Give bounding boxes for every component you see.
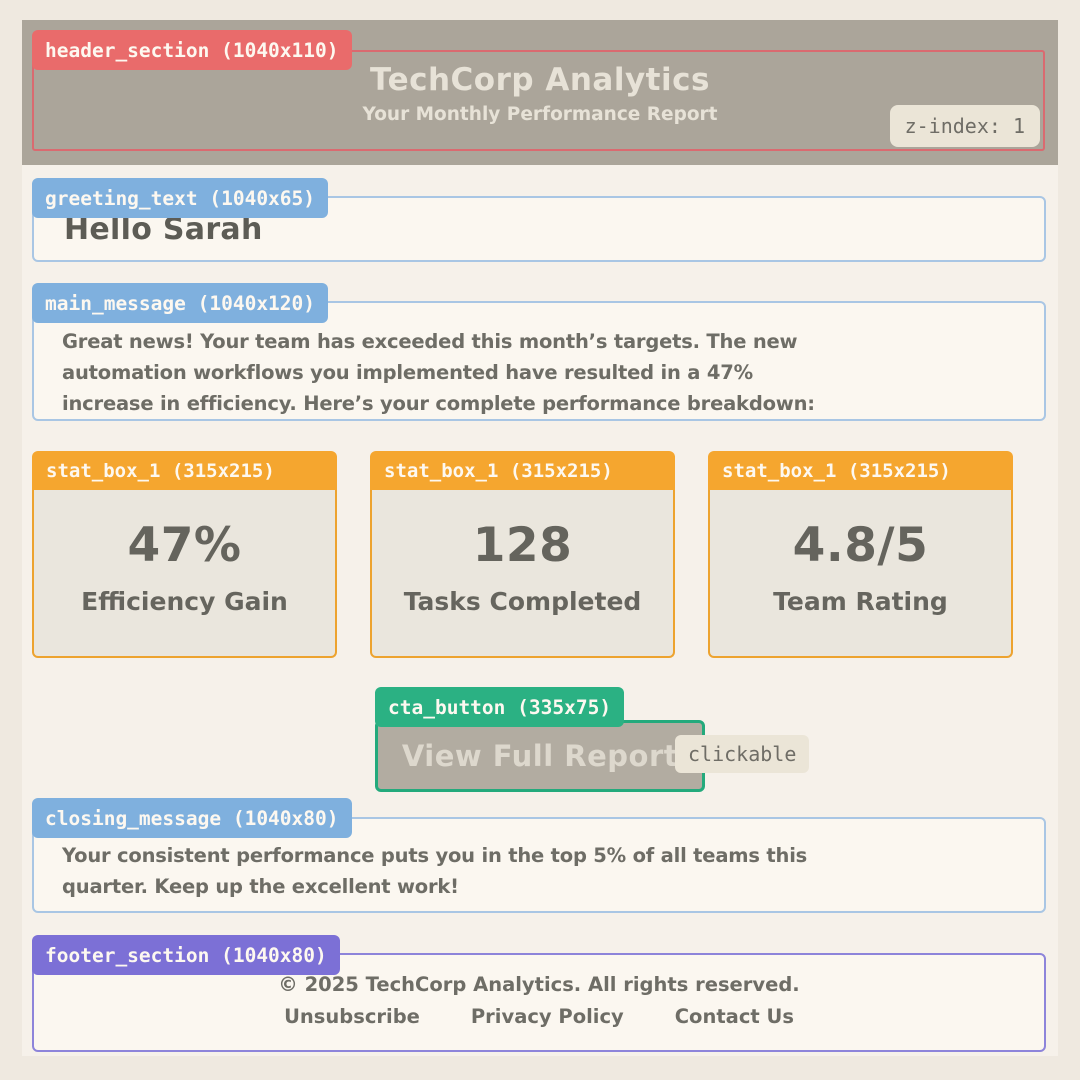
header-titles: TechCorp Analytics Your Monthly Performa… — [22, 62, 1058, 125]
stat-annotation-label: stat_box_1 (315x215) — [708, 451, 1013, 490]
footer-copyright: © 2025 TechCorp Analytics. All rights re… — [278, 973, 800, 996]
header-annotation-outline — [32, 50, 1045, 151]
stat-card-body: 128 Tasks Completed — [370, 490, 675, 658]
stat-card-rating: stat_box_1 (315x215) 4.8/5 Team Rating — [708, 451, 1013, 658]
z-index-badge: z-index: 1 — [889, 105, 1040, 147]
footer-links: Unsubscribe Privacy Policy Contact Us — [34, 1005, 1044, 1028]
stat-card-body: 47% Efficiency Gain — [32, 490, 337, 658]
greeting-annotation-label: greeting_text (1040x65) — [32, 178, 329, 218]
header-section: header_section (1040x110) TechCorp Analy… — [22, 20, 1058, 165]
stat-card-efficiency: stat_box_1 (315x215) 47% Efficiency Gain — [32, 451, 337, 658]
clickable-badge: clickable — [675, 735, 810, 773]
footer-link-unsubscribe[interactable]: Unsubscribe — [284, 1005, 420, 1028]
stat-card-body: 4.8/5 Team Rating — [708, 490, 1013, 658]
footer-annotation-label: footer_section (1040x80) — [32, 935, 340, 975]
stat-card-tasks: stat_box_1 (315x215) 128 Tasks Completed — [370, 451, 675, 658]
cta-button[interactable]: View Full Report — [375, 720, 705, 792]
app-subtitle: Your Monthly Performance Report — [362, 104, 718, 125]
stat-annotation-label: stat_box_1 (315x215) — [370, 451, 675, 490]
email-template-panel: header_section (1040x110) TechCorp Analy… — [22, 20, 1058, 1056]
footer-link-privacy-policy[interactable]: Privacy Policy — [470, 1005, 624, 1028]
stat-value: 4.8/5 — [792, 518, 929, 573]
closing-annotation-label: closing_message (1040x80) — [32, 798, 352, 838]
main-message-line: automation workflows you implemented hav… — [62, 361, 753, 384]
closing-message-line: Your consistent performance puts you in … — [62, 844, 808, 867]
stat-value: 128 — [472, 518, 573, 573]
main-message-annotation-label: main_message (1040x120) — [32, 283, 329, 323]
stat-label: Tasks Completed — [403, 587, 642, 616]
stat-annotation-label: stat_box_1 (315x215) — [32, 451, 337, 490]
footer-link-contact-us[interactable]: Contact Us — [674, 1005, 794, 1028]
header-annotation-label: header_section (1040x110) — [32, 30, 352, 70]
cta-annotation-label: cta_button (335x75) — [375, 687, 625, 727]
app-title: TechCorp Analytics — [370, 62, 710, 98]
main-message-line: Great news! Your team has exceeded this … — [62, 330, 798, 353]
cta-button-label: View Full Report — [401, 739, 679, 773]
stat-label: Team Rating — [773, 587, 948, 616]
closing-message-line: quarter. Keep up the excellent work! — [62, 875, 459, 898]
main-message-line: increase in efficiency. Here’s your comp… — [62, 392, 815, 415]
stat-label: Efficiency Gain — [81, 587, 288, 616]
stat-value: 47% — [127, 518, 242, 573]
